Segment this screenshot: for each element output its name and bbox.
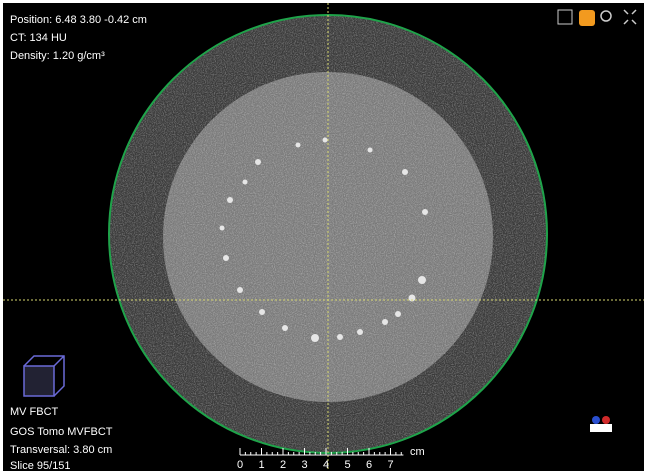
ct-readout: CT: 134 HU: [10, 32, 67, 44]
transversal: Transversal: 3.80 cm: [10, 444, 112, 456]
density-readout: Density: 1.20 g/cm³: [10, 50, 105, 62]
scale-label: 6: [366, 459, 372, 471]
scale-unit: cm: [410, 446, 425, 458]
position-readout: Position: 6.48 3.80 -0.42 cm: [10, 14, 147, 26]
tool-pan[interactable]: [579, 10, 595, 26]
scale-label: 1: [258, 459, 264, 471]
scale-label: 2: [280, 459, 286, 471]
scale-label: 3: [301, 459, 307, 471]
page: Position: 6.48 3.80 -0.42 cm CT: 134 HU …: [0, 0, 647, 474]
slice: Slice 95/151: [10, 460, 71, 472]
scale-label: 5: [344, 459, 350, 471]
series-name: GOS Tomo MVFBCT: [10, 426, 113, 438]
modality: MV FBCT: [10, 406, 59, 418]
scale-label: 7: [387, 459, 393, 471]
scale-label: 0: [237, 459, 243, 471]
ct-viewer: Position: 6.48 3.80 -0.42 cm CT: 134 HU …: [0, 0, 647, 474]
scale-label: 4: [323, 459, 329, 471]
